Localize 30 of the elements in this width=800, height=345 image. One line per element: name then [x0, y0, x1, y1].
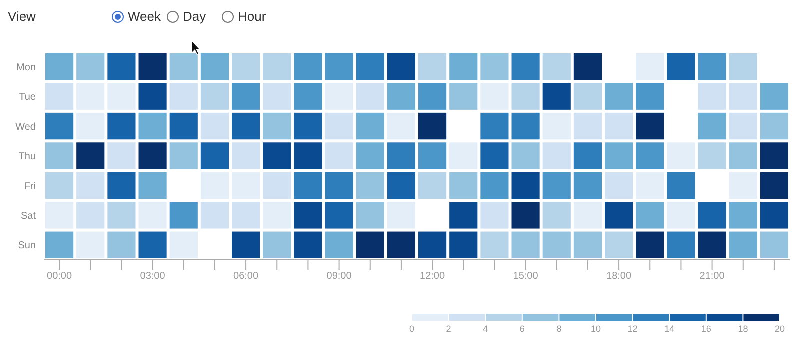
- x-tick-label: 03:00: [140, 271, 166, 282]
- x-tick-label: 12:00: [420, 271, 446, 282]
- y-tick-label: Tue: [19, 92, 36, 104]
- text: Hour: [238, 9, 267, 24]
- color-bar-label: 10: [590, 324, 602, 334]
- color-bar-label: 2: [446, 324, 452, 334]
- y-tick-label: Fri: [24, 181, 36, 192]
- y-tick-label: Sat: [20, 210, 36, 222]
- x-tick-label: 18:00: [606, 271, 632, 282]
- color-bar-label: 12: [628, 324, 638, 334]
- color-bar-label: 14: [664, 324, 675, 334]
- color-bar-label: 18: [738, 324, 748, 334]
- text: Day: [183, 9, 207, 24]
- text: Week: [128, 9, 162, 24]
- y-tick-label: Mon: [16, 62, 36, 74]
- color-bar-label: 20: [774, 324, 786, 334]
- color-bar-label: 0: [409, 324, 415, 334]
- x-tick-label: 09:00: [326, 271, 352, 282]
- y-tick-label: Wed: [16, 122, 36, 133]
- x-tick-label: 00:00: [47, 271, 72, 282]
- x-tick-label: 06:00: [234, 271, 259, 282]
- color-bar-label: 6: [520, 324, 525, 334]
- color-bar-label: 4: [483, 324, 488, 334]
- x-tick-label: 15:00: [513, 271, 539, 282]
- color-bar-label: 8: [556, 324, 562, 334]
- text: View: [8, 9, 37, 24]
- x-tick-label: 21:00: [700, 271, 726, 282]
- color-bar-label: 16: [701, 324, 712, 334]
- y-tick-label: Thu: [18, 152, 36, 163]
- y-tick-label: Sun: [18, 240, 36, 252]
